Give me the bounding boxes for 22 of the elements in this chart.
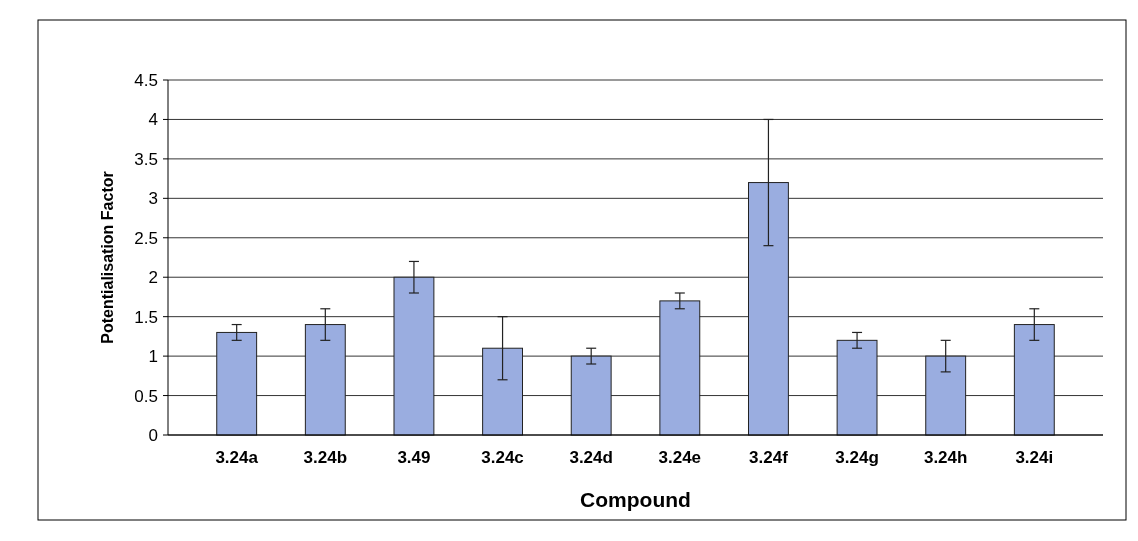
x-tick-label: 3.24d bbox=[569, 448, 613, 467]
x-tick-label: 3.49 bbox=[397, 448, 431, 467]
y-tick-label: 0 bbox=[148, 425, 158, 445]
y-tick-label: 3 bbox=[148, 189, 158, 209]
y-axis-title: Potentialisation Factor bbox=[99, 171, 116, 344]
x-axis-title: Compound bbox=[580, 488, 691, 511]
x-tick-label: 3.24h bbox=[923, 448, 968, 467]
y-tick-label: 4.5 bbox=[134, 70, 158, 90]
y-tick-label: 4 bbox=[148, 110, 158, 130]
x-tick-label: 3.24f bbox=[749, 448, 789, 467]
y-tick-label: 1.5 bbox=[134, 307, 158, 327]
x-tick-label: 3.24g bbox=[835, 448, 879, 467]
y-tick-label: 0.5 bbox=[134, 386, 158, 406]
x-tick-label: 3.24e bbox=[658, 448, 702, 467]
x-tick-label: 3.24a bbox=[215, 448, 259, 467]
y-tick-label: 2 bbox=[148, 268, 158, 288]
x-tick-label: 3.24i bbox=[1015, 448, 1054, 467]
y-tick-label: 2.5 bbox=[134, 228, 158, 248]
y-tick-label: 1 bbox=[148, 347, 158, 367]
x-tick-label: 3.24b bbox=[303, 448, 348, 467]
x-tick-label: 3.24c bbox=[481, 448, 524, 467]
y-tick-label: 3.5 bbox=[134, 149, 158, 169]
